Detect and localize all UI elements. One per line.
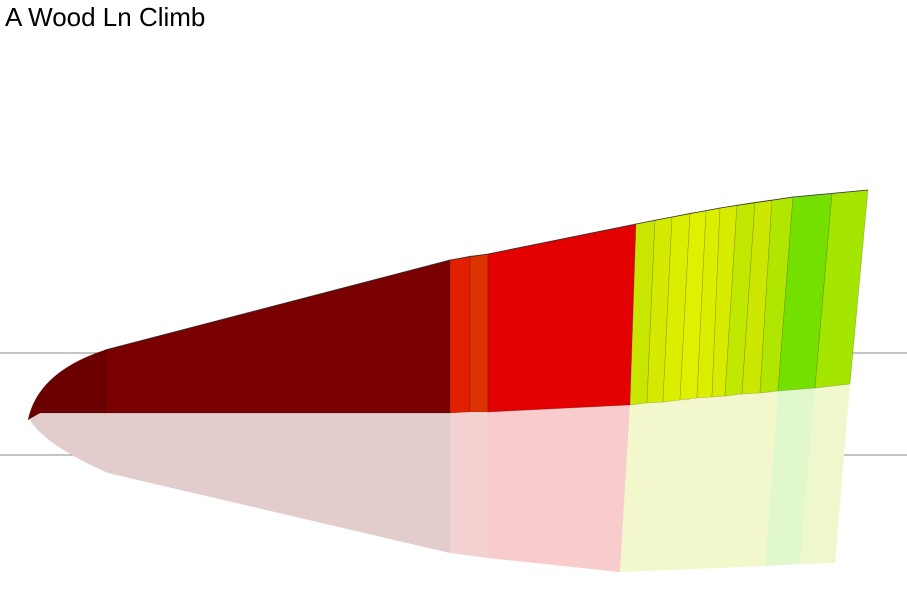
profile <box>27 189 869 421</box>
profile-segment <box>469 253 489 413</box>
reflection-segment <box>620 391 778 572</box>
title: A Wood Ln Climb <box>5 2 206 32</box>
profile-top-edge <box>104 189 869 351</box>
profile-segment <box>27 349 106 421</box>
reflection-segment <box>765 388 815 566</box>
reflection-segment <box>800 384 850 564</box>
reflection <box>30 384 850 572</box>
reflection-segment <box>488 405 630 572</box>
reflection-segment <box>30 413 450 553</box>
profile-segment <box>449 255 471 414</box>
profile-segment <box>487 223 637 413</box>
reflection-segment <box>450 412 488 558</box>
